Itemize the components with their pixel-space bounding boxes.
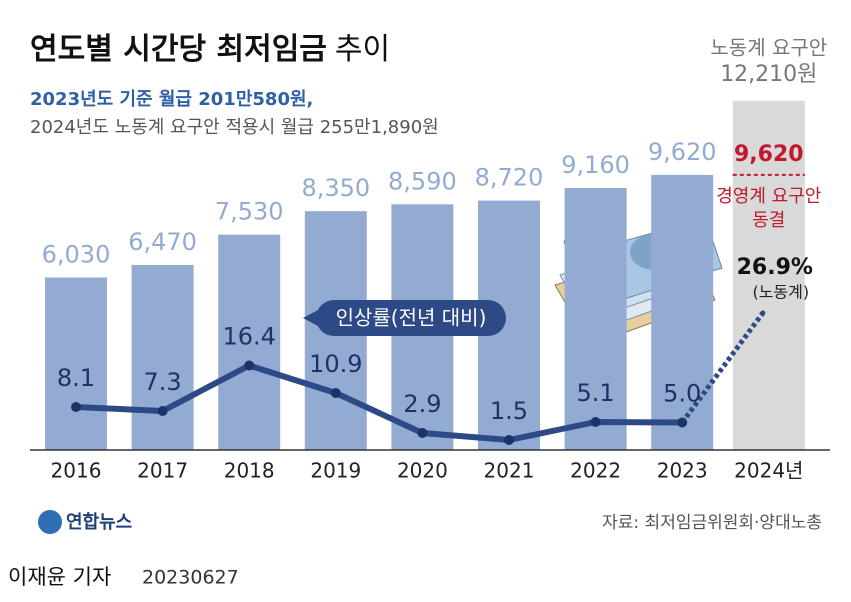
rate-point bbox=[417, 428, 428, 438]
annotation-label: (노동계) bbox=[752, 283, 809, 302]
bar bbox=[564, 188, 627, 451]
rate-point bbox=[157, 406, 168, 416]
rate-value-label: 1.5 bbox=[490, 397, 528, 425]
date: 20230627 bbox=[142, 567, 239, 589]
rate-point bbox=[504, 435, 514, 445]
bar-value-label: 9,620 bbox=[648, 138, 717, 166]
x-tick-label: 2022 bbox=[570, 459, 621, 483]
subtitle: 2024년도 노동계 요구안 적용시 월급 255만1,890원 bbox=[30, 117, 439, 138]
callout-pointer bbox=[303, 310, 318, 326]
rate-value-label: 16.4 bbox=[222, 323, 275, 351]
bar bbox=[131, 264, 194, 450]
bar bbox=[45, 277, 107, 450]
plot bbox=[45, 100, 805, 451]
bar-value-label: 6,470 bbox=[128, 228, 197, 256]
x-tick-label: 2020 bbox=[397, 459, 448, 483]
x-tick-label: 2023 bbox=[657, 459, 708, 483]
logo-text: 연합뉴스 bbox=[66, 511, 132, 533]
bar bbox=[651, 174, 714, 451]
rate-value-label: 26.9% bbox=[737, 255, 813, 280]
chart-title: 연도별 시간당 최저임금 추이 bbox=[30, 32, 390, 67]
rate-value-label: 5.0 bbox=[663, 380, 701, 408]
x-tick-label: 2024년 bbox=[734, 459, 803, 483]
bar-value-label: 6,030 bbox=[42, 241, 111, 269]
bar-value-label: 8,350 bbox=[301, 174, 370, 202]
bar-value-label: 7,530 bbox=[215, 198, 284, 226]
bar-value-label: 8,590 bbox=[388, 167, 457, 195]
rate-value-label: 8.1 bbox=[57, 364, 95, 392]
x-tick-label: 2021 bbox=[484, 459, 535, 483]
callout-box bbox=[316, 300, 506, 336]
rate-value-label: 7.3 bbox=[144, 368, 182, 396]
labor-proposal-bar bbox=[732, 100, 805, 450]
source: 자료: 최저임금위원회·양대노총 bbox=[602, 513, 822, 533]
rate-point bbox=[244, 360, 255, 371]
logo-mark bbox=[38, 510, 62, 534]
rate-value-label: 2.9 bbox=[403, 390, 441, 418]
x-tick-label: 2016 bbox=[51, 459, 102, 483]
annotation-label: 경영계 요구안 bbox=[716, 186, 821, 207]
rate-point bbox=[590, 417, 601, 427]
legend-label: 인상률(전년 대비) bbox=[336, 306, 487, 330]
rate-value-label: 5.1 bbox=[577, 379, 615, 407]
bar-value-label: 9,160 bbox=[561, 151, 630, 179]
annotation-value: 9,620 bbox=[734, 142, 804, 167]
annotation-label: 노동계 요구안 bbox=[710, 35, 827, 59]
logo: 연합뉴스 bbox=[38, 510, 132, 534]
x-tick-label: 2019 bbox=[310, 459, 361, 483]
rate-line bbox=[75, 362, 683, 443]
title-suffix: 추이 bbox=[335, 32, 390, 67]
x-tick-label: 2017 bbox=[137, 459, 188, 483]
rate-point bbox=[71, 402, 81, 412]
rate-point bbox=[760, 310, 766, 316]
byline: 이재윤 기자 bbox=[8, 565, 111, 589]
annotation-value: 12,210원 bbox=[720, 62, 817, 87]
x-tick-label: 2018 bbox=[224, 459, 275, 483]
title-main: 연도별 시간당 최저임금 bbox=[30, 32, 327, 67]
subtitle: 2023년도 기준 월급 201만580원, bbox=[30, 89, 313, 110]
bar-value-label: 8,720 bbox=[475, 164, 544, 192]
bar bbox=[218, 234, 281, 450]
annotation-label: 동결 bbox=[752, 210, 785, 231]
rate-value-label: 10.9 bbox=[309, 350, 362, 378]
rate-line-projection bbox=[680, 311, 765, 424]
rate-point bbox=[677, 417, 688, 428]
rate-point bbox=[330, 388, 341, 398]
